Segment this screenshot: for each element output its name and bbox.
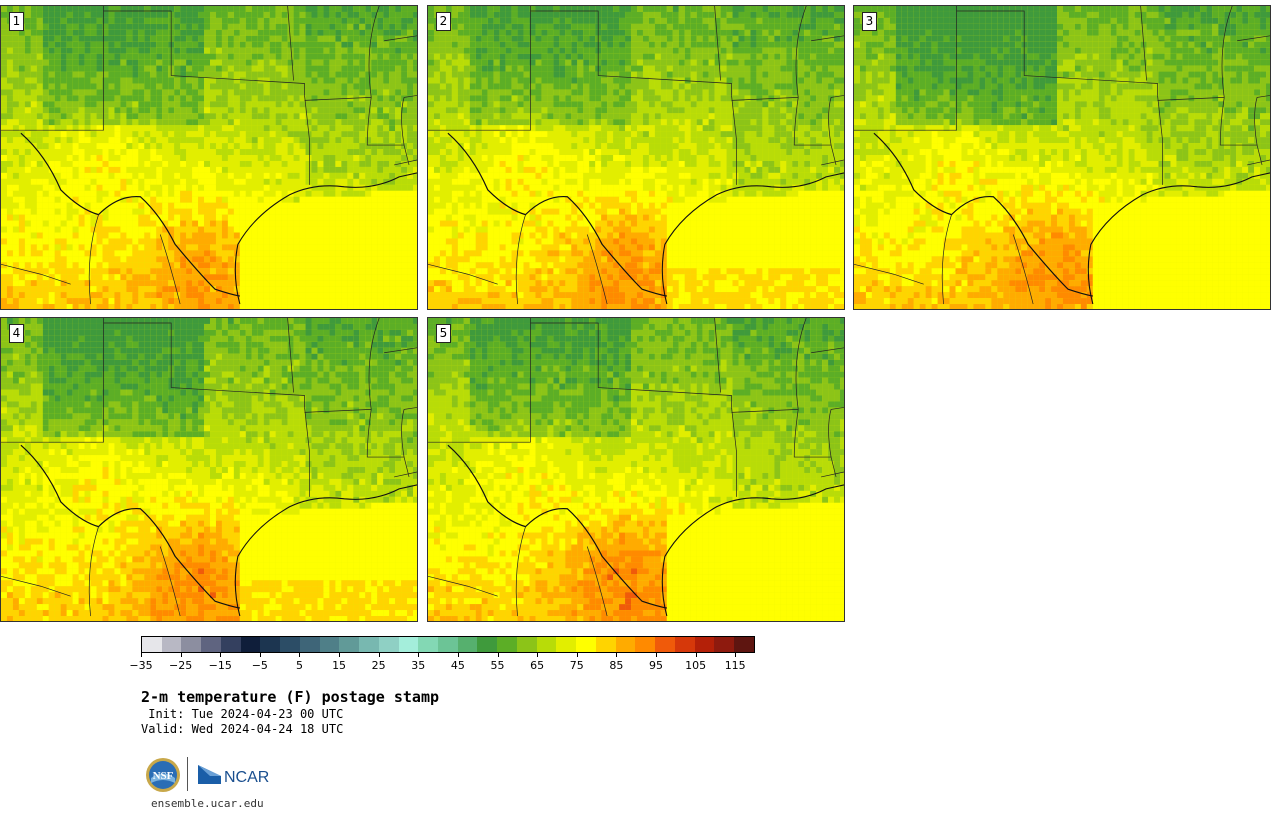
colorbar-tick-label: 55: [490, 659, 505, 672]
stamp-panel-1[interactable]: 1: [0, 5, 418, 310]
colorbar-tick: [378, 653, 380, 657]
valid-time: Valid: Wed 2024-04-24 18 UTC: [141, 722, 344, 736]
colorbar-tick: [576, 653, 578, 657]
nsf-logo: NSF: [146, 758, 180, 792]
colorbar-swatch: [299, 637, 320, 652]
colorbar-tick-label: 105: [685, 659, 707, 672]
colorbar-swatch: [477, 637, 498, 652]
colorbar-tick: [180, 653, 182, 657]
colorbar-tick-label: 5: [295, 659, 303, 672]
colorbar-tick: [655, 653, 657, 657]
member-label-2: 2: [436, 12, 451, 31]
member-label-4: 4: [9, 324, 24, 343]
colorbar-swatch: [220, 637, 241, 652]
colorbar-tick: [695, 653, 697, 657]
colorbar-tick: [220, 653, 222, 657]
stamp-panel-4[interactable]: 4: [0, 317, 418, 622]
colorbar-swatch: [339, 637, 360, 652]
colorbar-swatch: [398, 637, 419, 652]
colorbar-swatch: [536, 637, 557, 652]
colorbar-swatch: [694, 637, 715, 652]
member-label-1: 1: [9, 12, 24, 31]
colorbar-tick-label: 25: [371, 659, 386, 672]
colorbar-swatch: [576, 637, 596, 652]
site-url: ensemble.ucar.edu: [151, 797, 264, 810]
stamp-panel-3[interactable]: 3: [853, 5, 1271, 310]
colorbar-swatch: [635, 637, 656, 652]
colorbar-swatch: [734, 637, 754, 652]
colorbar-tick-label: −25: [169, 659, 193, 672]
colorbar-tick: [299, 653, 301, 657]
colorbar-swatch: [319, 637, 340, 652]
colorbar-swatch: [378, 637, 399, 652]
plot-title: 2-m temperature (F) postage stamp: [141, 688, 440, 706]
stamp-panel-5[interactable]: 5: [427, 317, 845, 622]
colorbar-swatch: [260, 637, 281, 652]
colorbar-tick-label: −35: [129, 659, 153, 672]
logo-divider: [187, 757, 188, 791]
nsf-logo-text: NSF: [153, 770, 174, 782]
colorbar-tick: [616, 653, 618, 657]
colorbar-tick-label: 95: [648, 659, 663, 672]
colorbar-swatch: [556, 637, 577, 652]
colorbar-tick-label: 65: [530, 659, 545, 672]
ncar-logo-text: NCAR: [224, 769, 269, 786]
member-label-3: 3: [862, 12, 877, 31]
temperature-map-3: [854, 6, 1270, 309]
colorbar-swatch: [516, 637, 537, 652]
colorbar-tick-label: −15: [208, 659, 232, 672]
colorbar-tick-label: 15: [332, 659, 347, 672]
colorbar-swatch: [359, 637, 379, 652]
colorbar-tick: [418, 653, 420, 657]
member-label-5: 5: [436, 324, 451, 343]
colorbar-tick: [537, 653, 539, 657]
colorbar-swatch: [497, 637, 517, 652]
colorbar-swatch: [438, 637, 458, 652]
ncar-logo: NCAR: [198, 765, 269, 786]
colorbar-tick: [735, 653, 737, 657]
colorbar-swatch: [161, 637, 182, 652]
colorbar-tick-label: −5: [251, 659, 268, 672]
temperature-map-4: [1, 318, 417, 621]
colorbar-tick-label: 75: [569, 659, 584, 672]
colorbar-swatch: [181, 637, 202, 652]
temperature-map-2: [428, 6, 844, 309]
stamp-panel-2[interactable]: 2: [427, 5, 845, 310]
colorbar-swatch: [714, 637, 735, 652]
colorbar-swatch: [457, 637, 478, 652]
colorbar-tick: [497, 653, 499, 657]
colorbar-tick-label: 45: [450, 659, 465, 672]
colorbar-swatch: [655, 637, 675, 652]
temperature-map-1: [1, 6, 417, 309]
init-time: Init: Tue 2024-04-23 00 UTC: [141, 707, 344, 721]
colorbar-tick-label: 35: [411, 659, 426, 672]
colorbar-swatch: [674, 637, 695, 652]
colorbar-tick-label: 115: [724, 659, 746, 672]
colorbar-swatch: [615, 637, 636, 652]
colorbar-swatch: [280, 637, 300, 652]
temperature-map-5: [428, 318, 844, 621]
colorbar-tick: [259, 653, 261, 657]
colorbar-swatch: [595, 637, 616, 652]
colorbar-ticks: −35 −25 −15 −5 5 15 25 35 45 55 65 75 85 95 105 115: [129, 653, 755, 675]
colorbar-swatch: [201, 637, 221, 652]
colorbar: [141, 636, 755, 653]
colorbar-tick: [339, 653, 341, 657]
colorbar-tick-label: 85: [609, 659, 624, 672]
colorbar-swatch: [142, 637, 162, 652]
colorbar-swatch: [418, 637, 439, 652]
colorbar-tick: [457, 653, 459, 657]
colorbar-swatch: [240, 637, 261, 652]
colorbar-tick: [141, 653, 142, 657]
